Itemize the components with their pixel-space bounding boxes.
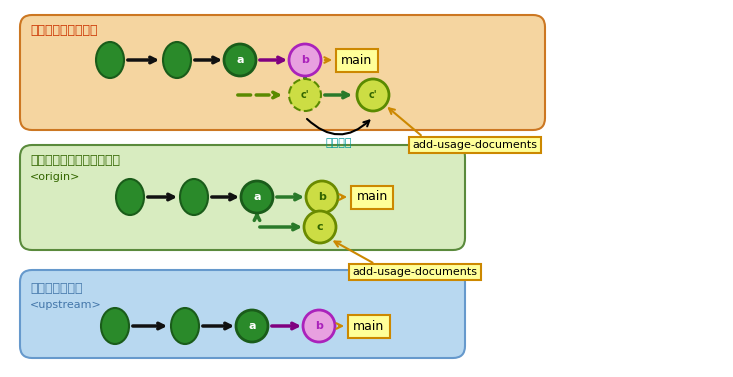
Circle shape — [289, 79, 321, 111]
Ellipse shape — [163, 42, 191, 78]
Text: <origin>: <origin> — [30, 172, 81, 182]
Text: main: main — [342, 54, 372, 66]
Text: b: b — [315, 321, 323, 331]
Text: c': c' — [369, 90, 377, 100]
Text: c': c' — [301, 90, 309, 100]
Circle shape — [357, 79, 389, 111]
Circle shape — [289, 44, 321, 76]
Text: add-usage-documents: add-usage-documents — [353, 267, 477, 277]
Text: リベース: リベース — [325, 138, 353, 148]
Ellipse shape — [180, 179, 208, 215]
Text: main: main — [356, 190, 388, 204]
Text: 作業用リモートリポジトリ: 作業用リモートリポジトリ — [30, 155, 120, 167]
Text: a: a — [253, 192, 261, 202]
FancyBboxPatch shape — [20, 15, 545, 130]
Text: main: main — [353, 319, 385, 333]
Ellipse shape — [171, 308, 199, 344]
Circle shape — [236, 310, 268, 342]
FancyBboxPatch shape — [20, 270, 465, 358]
Circle shape — [224, 44, 256, 76]
Text: b: b — [301, 55, 309, 65]
Text: add-usage-documents: add-usage-documents — [413, 140, 537, 150]
Ellipse shape — [101, 308, 129, 344]
Circle shape — [303, 310, 335, 342]
Text: a: a — [248, 321, 256, 331]
Circle shape — [304, 211, 336, 243]
Text: c: c — [317, 222, 323, 232]
FancyBboxPatch shape — [20, 145, 465, 250]
Ellipse shape — [116, 179, 144, 215]
Text: b: b — [318, 192, 326, 202]
Text: ローカルリポジトリ: ローカルリポジトリ — [30, 25, 97, 37]
Text: a: a — [236, 55, 244, 65]
Ellipse shape — [96, 42, 124, 78]
Circle shape — [241, 181, 273, 213]
Circle shape — [306, 181, 338, 213]
Text: <upstream>: <upstream> — [30, 300, 102, 310]
Text: 中央リポジトリ: 中央リポジトリ — [30, 282, 83, 294]
